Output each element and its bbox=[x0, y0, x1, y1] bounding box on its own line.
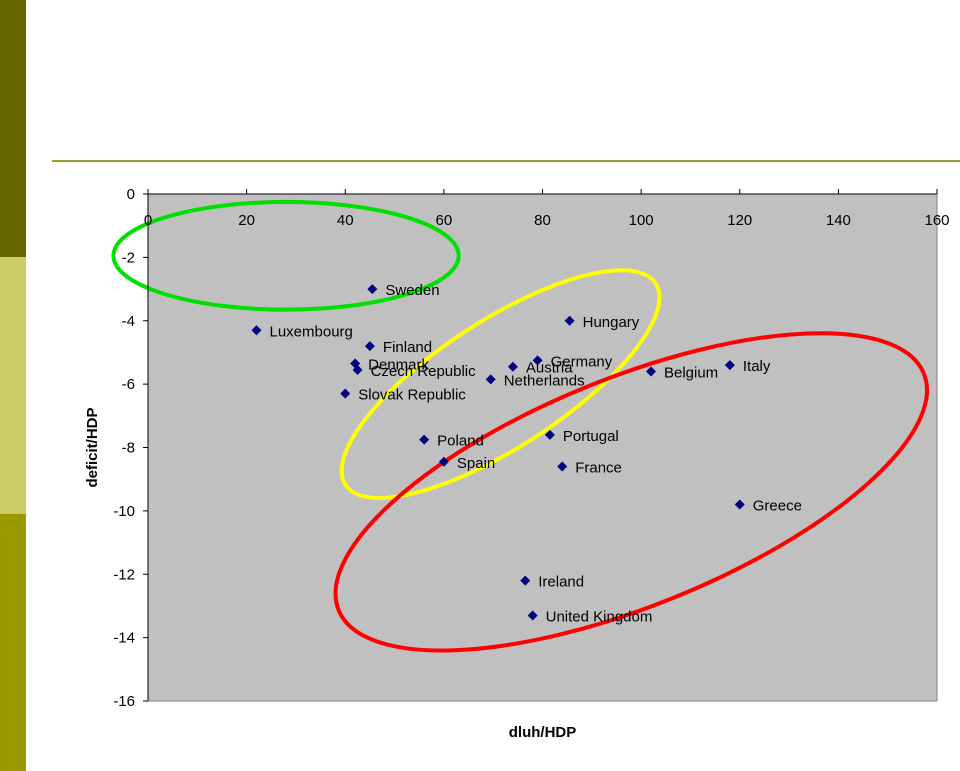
y-tick-label: -10 bbox=[113, 503, 135, 520]
x-tick-label: 0 bbox=[144, 212, 152, 229]
x-axis-title: dluh/HDP bbox=[509, 724, 577, 741]
data-point bbox=[520, 575, 531, 586]
decor-bar-bottom bbox=[0, 514, 26, 771]
data-point bbox=[557, 461, 568, 472]
data-point-label: Portugal bbox=[563, 428, 619, 445]
title-rule bbox=[52, 160, 960, 162]
data-point bbox=[485, 374, 496, 385]
x-tick-label: 120 bbox=[727, 212, 752, 229]
x-tick-label: 20 bbox=[238, 212, 255, 229]
x-tick-label: 40 bbox=[337, 212, 354, 229]
data-point-label: Denmark bbox=[368, 357, 429, 374]
data-point-label: Sweden bbox=[385, 282, 439, 299]
data-point-label: Netherlands bbox=[504, 372, 585, 389]
group-ellipse-red bbox=[333, 331, 929, 653]
y-tick-label: -4 bbox=[122, 313, 135, 330]
y-tick-label: -14 bbox=[113, 630, 135, 647]
decor-bar-middle bbox=[0, 257, 26, 514]
data-point-label: Czech Republic bbox=[371, 363, 477, 380]
data-point-label: Spain bbox=[457, 455, 495, 472]
x-tick-label: 100 bbox=[629, 212, 654, 229]
y-tick-label: -8 bbox=[122, 440, 135, 457]
data-point bbox=[419, 434, 430, 445]
group-ellipse-green bbox=[111, 199, 461, 312]
data-point bbox=[367, 284, 378, 295]
data-point bbox=[734, 499, 745, 510]
data-point bbox=[340, 388, 351, 399]
data-point-label: Greece bbox=[753, 498, 802, 515]
y-tick-label: -12 bbox=[113, 566, 135, 583]
data-point bbox=[251, 325, 262, 336]
data-points: Sweden Luxembourg Hungary FinlandDenmarkCze… bbox=[251, 282, 802, 625]
y-tick-label: -2 bbox=[122, 249, 135, 266]
data-point bbox=[507, 361, 518, 372]
data-point bbox=[544, 429, 555, 440]
data-point-label: Germany bbox=[551, 353, 613, 370]
group-ellipse-yellow bbox=[339, 268, 662, 501]
x-tick-label: 60 bbox=[436, 212, 453, 229]
data-point-label: United Kingdom bbox=[546, 608, 653, 625]
y-axis-title: deficit/HDP bbox=[84, 407, 101, 487]
data-point-label: Finland bbox=[383, 339, 432, 356]
data-point bbox=[438, 456, 449, 467]
data-point bbox=[527, 610, 538, 621]
data-point-label: France bbox=[575, 460, 622, 477]
x-tick-label: 140 bbox=[826, 212, 851, 229]
data-point-label: Poland bbox=[437, 433, 484, 450]
data-point-label: Ireland bbox=[538, 574, 584, 591]
y-tick-label: 0 bbox=[127, 186, 135, 203]
data-point bbox=[645, 366, 656, 377]
data-point bbox=[564, 315, 575, 326]
data-point-label: Italy bbox=[743, 358, 771, 375]
decor-bar-top bbox=[0, 0, 26, 257]
data-point-label: Hungary bbox=[583, 314, 640, 331]
group-ellipses bbox=[111, 199, 929, 653]
data-point-label: Austria bbox=[526, 360, 573, 377]
data-point bbox=[352, 364, 363, 375]
y-tick-label: -6 bbox=[122, 376, 135, 393]
x-tick-label: 160 bbox=[924, 212, 949, 229]
data-point-label: Luxembourg bbox=[269, 323, 352, 340]
plot-area bbox=[148, 194, 937, 701]
y-tick-label: -16 bbox=[113, 693, 135, 710]
x-tick-label: 80 bbox=[534, 212, 551, 229]
axes: 0 20 40 60 80 100 120 140 160 0 -2 -4 -6 -8 -10 -12 -14 -… bbox=[113, 186, 949, 710]
data-point-label: Belgium bbox=[664, 364, 718, 381]
data-point bbox=[532, 355, 543, 366]
data-point bbox=[724, 360, 735, 371]
data-point-label: Slovak Republic bbox=[358, 387, 466, 404]
data-point bbox=[364, 341, 375, 352]
